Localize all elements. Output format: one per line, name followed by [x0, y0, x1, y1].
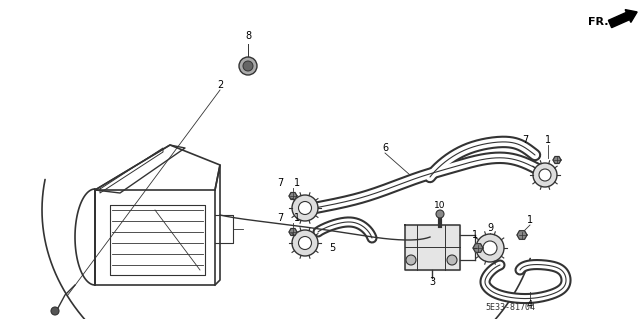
- Text: 10: 10: [435, 201, 445, 210]
- Circle shape: [436, 210, 444, 218]
- Text: 2: 2: [217, 80, 223, 90]
- Text: 7: 7: [277, 213, 283, 223]
- Text: 1: 1: [294, 178, 300, 188]
- Text: 6: 6: [382, 143, 388, 153]
- Text: 8: 8: [245, 31, 251, 41]
- Text: 5E33-81704: 5E33-81704: [485, 303, 535, 313]
- Circle shape: [298, 236, 312, 249]
- Text: 5: 5: [329, 243, 335, 253]
- Circle shape: [243, 61, 253, 71]
- Text: 1: 1: [472, 230, 478, 240]
- Text: 3: 3: [429, 277, 435, 287]
- Polygon shape: [517, 231, 527, 239]
- Text: FR.: FR.: [588, 17, 609, 27]
- Polygon shape: [289, 193, 297, 199]
- Text: 4: 4: [527, 300, 533, 310]
- Polygon shape: [553, 157, 561, 163]
- Polygon shape: [473, 244, 483, 252]
- Text: 9: 9: [487, 223, 493, 233]
- Circle shape: [483, 241, 497, 255]
- Circle shape: [298, 202, 312, 214]
- Text: 1: 1: [294, 213, 300, 223]
- Circle shape: [239, 57, 257, 75]
- Circle shape: [292, 230, 318, 256]
- Circle shape: [476, 234, 504, 262]
- Circle shape: [533, 163, 557, 187]
- Circle shape: [406, 255, 416, 265]
- Polygon shape: [289, 228, 297, 235]
- Text: 7: 7: [522, 135, 528, 145]
- Circle shape: [447, 255, 457, 265]
- Circle shape: [539, 169, 551, 181]
- Circle shape: [51, 307, 59, 315]
- Circle shape: [292, 195, 318, 221]
- FancyArrow shape: [609, 10, 637, 28]
- Text: 1: 1: [527, 215, 533, 225]
- Text: 1: 1: [545, 135, 551, 145]
- Polygon shape: [405, 225, 460, 270]
- Text: 7: 7: [277, 178, 283, 188]
